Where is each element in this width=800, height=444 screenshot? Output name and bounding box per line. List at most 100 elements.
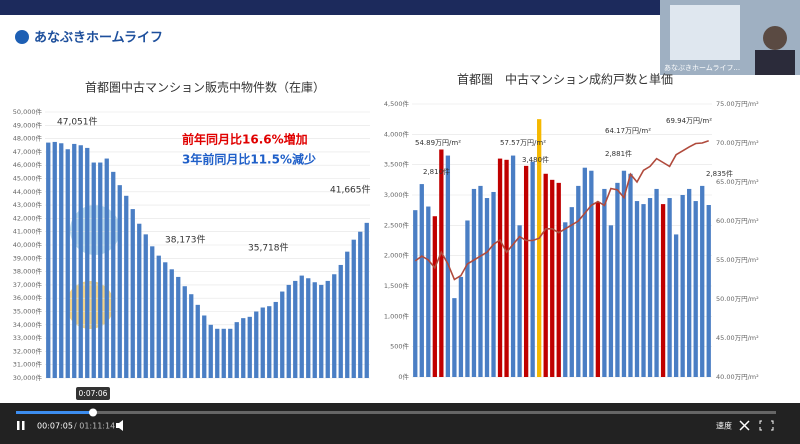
- y-tick-label: 47,000件: [13, 147, 43, 156]
- volume-button[interactable]: [116, 420, 123, 431]
- y-tick-label: 2,500件: [384, 220, 410, 229]
- y2-tick-label: 70.00万円/m²: [716, 139, 759, 147]
- bar: [641, 204, 646, 377]
- bar: [693, 201, 698, 377]
- y2-tick-label: 40.00万円/m²: [716, 373, 759, 381]
- y-tick-label: 31,000件: [13, 360, 43, 369]
- bar: [176, 276, 181, 378]
- progress-handle[interactable]: [89, 408, 97, 417]
- bar: [465, 220, 470, 377]
- annotation: 38,173件: [165, 234, 206, 246]
- bar: [280, 291, 285, 378]
- presenter: [763, 26, 787, 50]
- fullscreen-button[interactable]: [759, 420, 774, 431]
- bar: [550, 179, 555, 377]
- bar: [150, 246, 155, 378]
- bar: [582, 167, 587, 377]
- annotation: 64.17万円/m²: [605, 127, 651, 135]
- bar: [208, 324, 213, 378]
- bar: [452, 298, 457, 377]
- y-tick-label: 45,000件: [13, 174, 43, 183]
- player-bar: [0, 403, 800, 444]
- bar: [345, 251, 350, 378]
- logo-icon: [15, 30, 29, 44]
- presenter-body: [755, 50, 795, 75]
- chart-title: 首都圏 中古マンション成約戸数と単価: [457, 72, 673, 87]
- y-tick-label: 37,000件: [13, 280, 43, 289]
- bar: [228, 328, 233, 378]
- bar: [325, 280, 330, 378]
- bar: [491, 191, 496, 377]
- tools-button[interactable]: [739, 420, 750, 431]
- bar: [189, 294, 194, 378]
- y-tick-label: 38,000件: [13, 267, 43, 276]
- bar: [254, 311, 259, 378]
- y2-tick-label: 60.00万円/m²: [716, 217, 759, 225]
- bar: [654, 188, 659, 377]
- y-tick-label: 3,000件: [384, 190, 410, 199]
- progress-track[interactable]: [16, 411, 776, 414]
- annotation: 2,881件: [605, 149, 632, 158]
- y-tick-label: 4,000件: [384, 129, 410, 138]
- bar: [260, 307, 265, 378]
- bar: [602, 188, 607, 377]
- annotation: 2,835件: [706, 169, 733, 178]
- bar: [517, 225, 522, 377]
- bar: [351, 239, 356, 378]
- annotation: 3,480件: [522, 155, 549, 164]
- bar: [413, 210, 418, 377]
- bar: [332, 274, 337, 378]
- bar: [319, 284, 324, 378]
- y-tick-label: 33,000件: [13, 333, 43, 342]
- bar: [156, 255, 161, 378]
- bar: [510, 155, 516, 377]
- bar: [221, 328, 226, 378]
- y-tick-label: 44,000件: [13, 187, 43, 196]
- y-tick-label: 40,000件: [13, 240, 43, 249]
- y-tick-label: 3,500件: [384, 160, 410, 169]
- bar: [111, 171, 116, 378]
- current-time: 00:07:05: [37, 422, 73, 431]
- pause-button-part: [22, 421, 25, 430]
- bar: [137, 223, 142, 378]
- tooltip-bg: [76, 387, 110, 400]
- pause-button[interactable]: [17, 421, 20, 430]
- bar: [537, 119, 542, 378]
- bar: [687, 188, 692, 377]
- y-tick-label: 2,000件: [384, 251, 410, 260]
- bar: [286, 284, 291, 378]
- bar: [241, 318, 246, 378]
- bar: [523, 165, 529, 377]
- y-tick-label: 500件: [390, 342, 409, 351]
- bar: [497, 158, 503, 377]
- bar: [530, 161, 535, 377]
- bar: [628, 173, 633, 377]
- camera-caption: あなぶきホームライフ...: [664, 64, 740, 72]
- annotation: 54.89万円/m²: [415, 139, 461, 147]
- y-tick-label: 1,000件: [384, 311, 410, 320]
- y-tick-label: 32,000件: [13, 346, 43, 355]
- top-band: [0, 0, 660, 15]
- bar: [104, 158, 109, 378]
- bar: [364, 222, 369, 378]
- bar: [163, 262, 168, 378]
- bar: [439, 149, 444, 377]
- bar: [306, 278, 311, 378]
- bar: [247, 316, 252, 378]
- bar: [117, 185, 122, 378]
- bar: [706, 205, 711, 377]
- bar: [700, 185, 705, 377]
- speed-button[interactable]: 速度: [716, 421, 732, 431]
- bar: [458, 276, 464, 377]
- y2-tick-label: 45.00万円/m²: [716, 334, 759, 342]
- bar: [299, 275, 304, 378]
- bar: [78, 145, 83, 378]
- camera-screen: [670, 5, 740, 60]
- logo: あなぶきホームライフ: [34, 31, 163, 46]
- y-tick-label: 48,000件: [13, 134, 43, 143]
- bar: [293, 280, 298, 378]
- bar: [85, 147, 90, 378]
- bar: [419, 184, 424, 377]
- y-tick-label: 49,000件: [13, 120, 43, 129]
- annotation: 35,718件: [248, 242, 289, 254]
